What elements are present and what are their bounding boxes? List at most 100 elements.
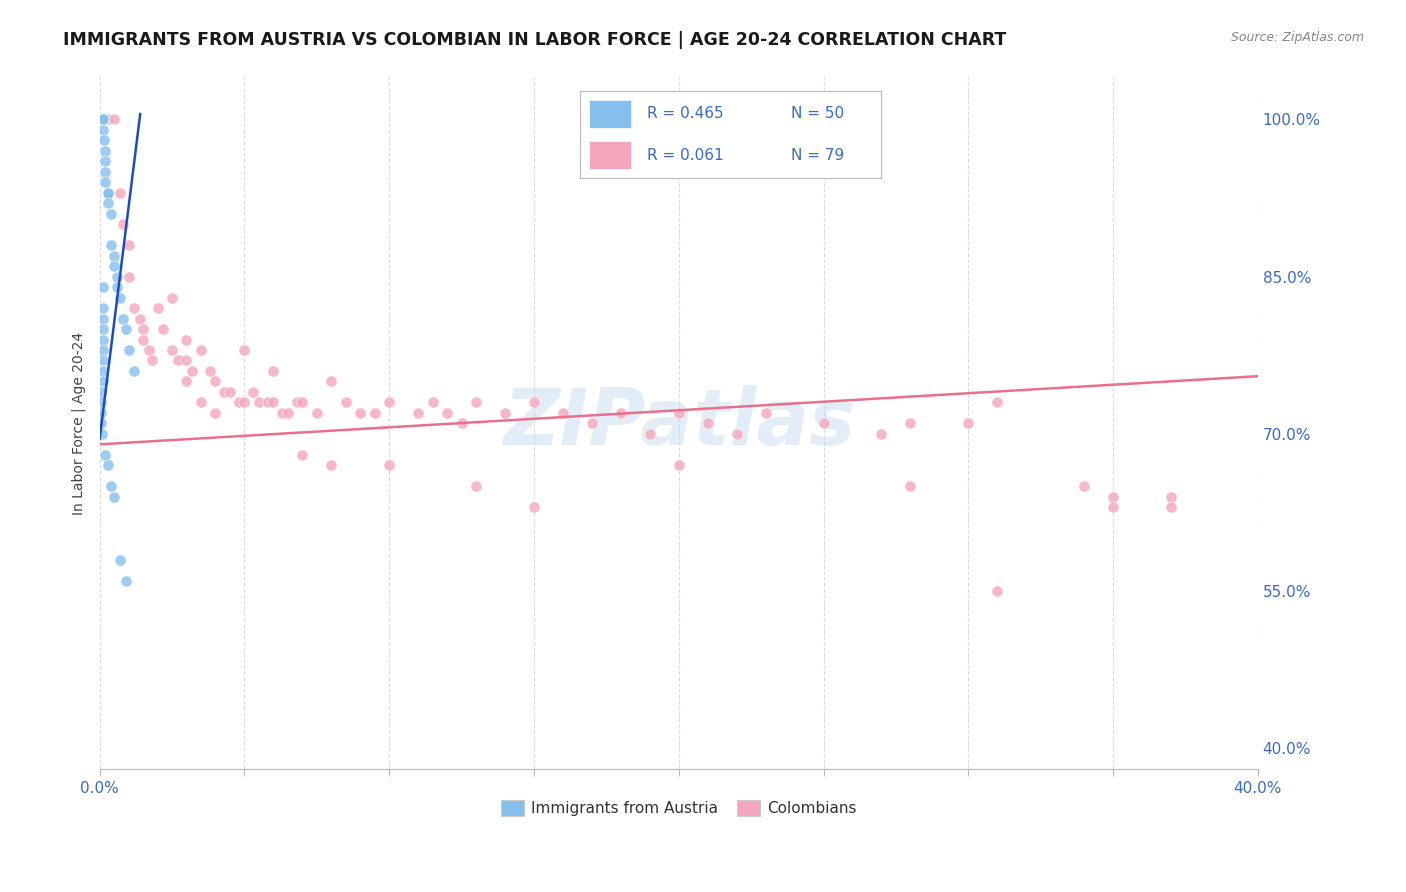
Point (166, 353, 188, 368)
Point (117, 343, 139, 357)
Point (813, 417, 835, 431)
Point (262, 364, 284, 378)
Point (103, 249, 125, 263)
Point (91, 343, 114, 357)
Point (129, 311, 152, 326)
Point (103, 112, 125, 127)
Point (111, 217, 134, 231)
Point (755, 406, 778, 420)
Point (132, 333, 155, 347)
Text: Source: ZipAtlas.com: Source: ZipAtlas.com (1230, 31, 1364, 45)
Point (91, 112, 114, 127)
Point (108, 291, 131, 305)
Point (219, 384, 242, 399)
Y-axis label: In Labor Force | Age 20-24: In Labor Force | Age 20-24 (72, 332, 86, 515)
Point (91, 322, 114, 336)
Point (108, 552, 131, 566)
Point (94, 448, 117, 462)
Point (91, 123, 114, 137)
Point (228, 395, 250, 409)
Legend: Immigrants from Austria, Colombians: Immigrants from Austria, Colombians (494, 793, 865, 824)
Point (190, 395, 212, 409)
Point (242, 384, 264, 399)
Point (124, 301, 146, 315)
Point (957, 417, 980, 431)
Point (91, 112, 114, 127)
Point (277, 406, 299, 420)
Point (212, 384, 235, 399)
Point (93, 133, 115, 147)
Point (97, 196, 120, 211)
Point (108, 186, 131, 200)
Point (247, 395, 270, 409)
Point (176, 333, 198, 347)
Point (422, 395, 444, 409)
Point (97, 458, 120, 473)
Point (198, 364, 221, 378)
Point (90, 384, 112, 399)
Point (94, 144, 117, 158)
Point (105, 269, 128, 284)
Point (97, 186, 120, 200)
Point (494, 406, 516, 420)
Point (141, 353, 163, 368)
Point (117, 238, 139, 252)
Point (523, 395, 546, 409)
Point (138, 343, 160, 357)
Point (100, 479, 122, 493)
Text: IMMIGRANTS FROM AUSTRIA VS COLOMBIAN IN LABOR FORCE | AGE 20-24 CORRELATION CHAR: IMMIGRANTS FROM AUSTRIA VS COLOMBIAN IN … (63, 31, 1007, 49)
Point (725, 426, 748, 441)
Point (696, 417, 718, 431)
Point (233, 395, 256, 409)
Point (91, 112, 114, 127)
Point (91, 333, 114, 347)
Point (114, 574, 136, 588)
Point (305, 406, 328, 420)
Point (176, 375, 198, 389)
Point (91, 112, 114, 127)
Point (364, 406, 387, 420)
Point (668, 458, 690, 473)
Point (321, 458, 343, 473)
Text: ZIPatlas: ZIPatlas (502, 385, 855, 461)
Point (378, 458, 401, 473)
Point (132, 322, 155, 336)
Point (986, 395, 1008, 409)
Point (986, 584, 1008, 599)
Point (90, 426, 112, 441)
Point (160, 291, 183, 305)
Point (204, 375, 226, 389)
Point (181, 364, 204, 378)
Point (271, 406, 294, 420)
Point (111, 311, 134, 326)
Point (94, 154, 117, 169)
Point (146, 301, 169, 315)
Point (94, 175, 117, 189)
Point (291, 395, 314, 409)
Point (160, 343, 183, 357)
Point (1160, 490, 1182, 504)
Point (436, 406, 458, 420)
Point (1102, 500, 1125, 515)
Point (204, 406, 226, 420)
Point (233, 343, 256, 357)
Point (349, 406, 371, 420)
Point (91, 112, 114, 127)
Point (97, 112, 120, 127)
Point (91, 112, 114, 127)
Point (100, 207, 122, 221)
Point (1102, 490, 1125, 504)
Point (103, 490, 125, 504)
Point (91, 301, 114, 315)
Point (870, 426, 893, 441)
Point (285, 395, 308, 409)
Point (91, 311, 114, 326)
Point (91, 375, 114, 389)
Point (610, 406, 633, 420)
Point (898, 479, 921, 493)
Point (450, 417, 472, 431)
Point (91, 112, 114, 127)
Point (90, 112, 112, 127)
Point (581, 417, 603, 431)
Point (551, 406, 574, 420)
